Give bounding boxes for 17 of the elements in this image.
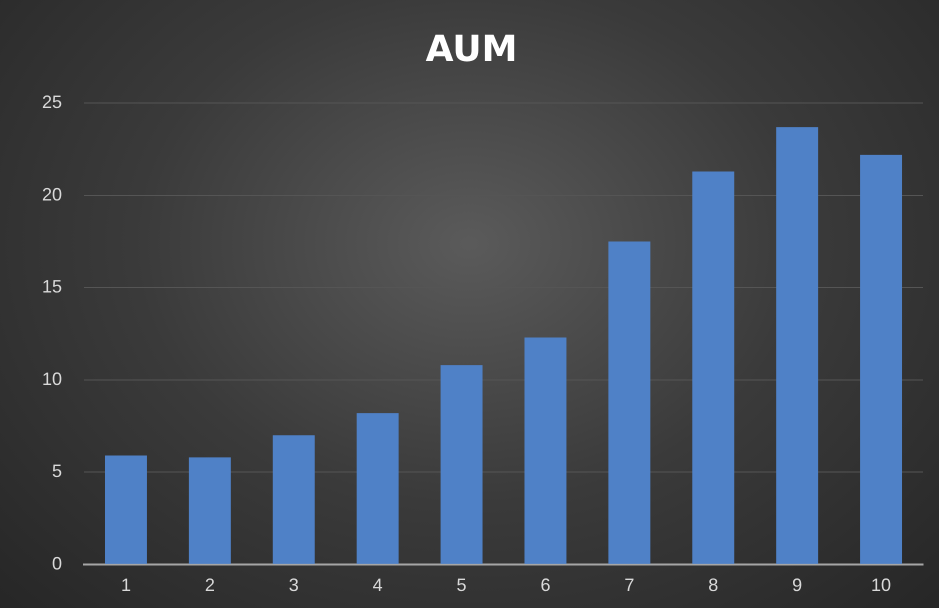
y-tick-label: 20	[42, 184, 62, 204]
x-tick-label: 9	[792, 575, 802, 596]
y-tick-label: 0	[52, 553, 62, 574]
x-tick-label: 6	[540, 575, 550, 596]
chart-title: AUM	[426, 28, 518, 70]
y-tick-label: 15	[42, 276, 62, 297]
x-tick-label: 8	[708, 575, 718, 596]
x-tick-label: 1	[120, 575, 131, 596]
y-tick-label: 10	[42, 368, 62, 389]
x-tick-label: 2	[204, 575, 215, 596]
x-tick-label: 4	[372, 575, 383, 596]
y-tick-label: 25	[42, 92, 62, 112]
x-tick-label: 7	[624, 575, 634, 596]
x-tick-label: 3	[288, 575, 299, 596]
y-tick-label: 5	[52, 461, 62, 482]
x-tick-label: 5	[456, 575, 467, 596]
x-tick-label: 10	[871, 575, 892, 596]
